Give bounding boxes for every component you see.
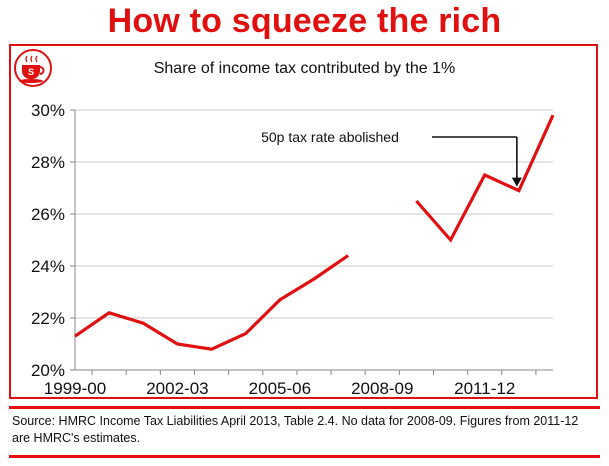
page-title: How to squeeze the rich: [107, 2, 502, 40]
footer-divider-bottom: [9, 455, 600, 458]
series-line: [415, 114, 555, 243]
y-tick-label: 22%: [31, 309, 65, 328]
logo-letter: S: [28, 67, 34, 77]
y-tick-label: 24%: [31, 257, 65, 276]
y-tick-label: 28%: [31, 153, 65, 172]
annotation-label: 50p tax rate abolished: [261, 129, 399, 145]
series: [74, 114, 555, 351]
x-tick-label: 1999-00: [44, 379, 106, 398]
arrowhead-icon: [511, 177, 522, 187]
x-tick-label: 2002-03: [146, 379, 208, 398]
y-tick-label: 30%: [31, 101, 65, 120]
footer-divider-top: [9, 406, 600, 409]
chart-panel: [9, 44, 598, 399]
x-tick-label: 2008-09: [351, 379, 413, 398]
y-tick-label: 20%: [31, 361, 65, 380]
annotation: 50p tax rate abolished: [261, 129, 522, 187]
source-note: Source: HMRC Income Tax Liabilities Apri…: [12, 414, 579, 445]
y-axis: 20% 22% 24% 26% 28% 30%: [31, 101, 76, 380]
coffee-cup-icon: S: [14, 49, 52, 87]
line-chart: 20% 22% 24% 26% 28% 30% 1999-00 2002-03 2005-06…: [31, 101, 555, 398]
x-axis: 1999-00 2002-03 2005-06 2008-09 2011-12: [44, 369, 553, 398]
x-tick-label: 2011-12: [454, 379, 515, 398]
series-line: [74, 254, 350, 351]
y-tick-label: 26%: [31, 205, 65, 224]
gridlines: [75, 109, 553, 319]
chart-title: Share of income tax contributed by the 1…: [153, 60, 456, 77]
x-tick-label: 2005-06: [249, 379, 311, 398]
